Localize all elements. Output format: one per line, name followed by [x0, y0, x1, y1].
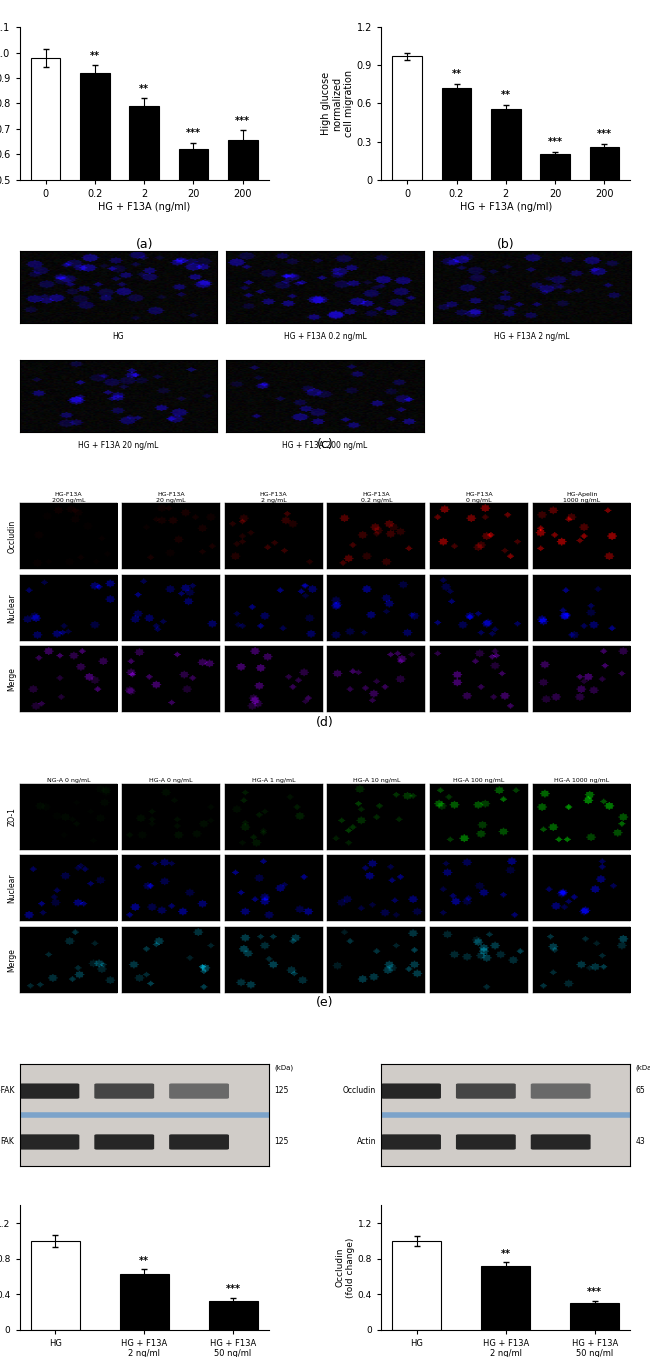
Bar	[442, 88, 471, 179]
Bar	[393, 1242, 441, 1330]
Text: Actin: Actin	[357, 1137, 376, 1145]
FancyBboxPatch shape	[169, 1134, 229, 1149]
Text: ***: ***	[597, 129, 612, 138]
Text: HG + F13A 2 ng/mL: HG + F13A 2 ng/mL	[494, 332, 569, 341]
Text: HG + F13A 200 ng/mL: HG + F13A 200 ng/mL	[282, 441, 368, 449]
Text: (kDa): (kDa)	[636, 1064, 650, 1071]
FancyBboxPatch shape	[531, 1134, 591, 1149]
Bar	[540, 155, 570, 179]
Bar	[228, 140, 257, 307]
Text: **: **	[500, 90, 511, 100]
Y-axis label: Nuclear: Nuclear	[8, 593, 17, 623]
Title: NG-A 0 ng/mL: NG-A 0 ng/mL	[47, 779, 90, 783]
Bar	[209, 1301, 257, 1330]
Text: (d): (d)	[316, 716, 334, 729]
Y-axis label: Nuclear: Nuclear	[8, 874, 17, 902]
Y-axis label: Merge: Merge	[8, 947, 17, 972]
Title: HG-Apelin
1000 ng/mL: HG-Apelin 1000 ng/mL	[563, 493, 600, 503]
Y-axis label: High glucose
normalized
cell migration: High glucose normalized cell migration	[320, 71, 354, 137]
Text: 43: 43	[636, 1137, 645, 1145]
Text: ***: ***	[235, 115, 250, 126]
FancyBboxPatch shape	[20, 1134, 79, 1149]
Bar	[491, 109, 521, 179]
Title: HG-A 0 ng/mL: HG-A 0 ng/mL	[150, 779, 193, 783]
Text: **: **	[452, 69, 461, 79]
Text: (c): (c)	[317, 438, 333, 452]
Text: 125: 125	[274, 1137, 288, 1145]
Title: HG-A 100 ng/mL: HG-A 100 ng/mL	[453, 779, 504, 783]
Bar	[129, 106, 159, 307]
FancyBboxPatch shape	[94, 1134, 154, 1149]
Bar	[31, 58, 60, 307]
Text: HG + F13A 20 ng/mL: HG + F13A 20 ng/mL	[78, 441, 158, 449]
Text: Occludin: Occludin	[343, 1086, 376, 1095]
Title: HG-F13A
200 ng/mL: HG-F13A 200 ng/mL	[51, 493, 85, 503]
X-axis label: HG + F13A (ng/ml): HG + F13A (ng/ml)	[460, 202, 552, 212]
Text: HG + F13A 0.2 ng/mL: HG + F13A 0.2 ng/mL	[283, 332, 367, 341]
Title: HG-F13A
0.2 ng/mL: HG-F13A 0.2 ng/mL	[361, 493, 392, 503]
Title: HG-A 10 ng/mL: HG-A 10 ng/mL	[352, 779, 400, 783]
FancyBboxPatch shape	[381, 1134, 441, 1149]
Bar	[31, 1242, 80, 1330]
FancyBboxPatch shape	[381, 1083, 441, 1099]
Text: (kDa): (kDa)	[274, 1064, 293, 1071]
Title: HG-F13A
20 ng/mL: HG-F13A 20 ng/mL	[156, 493, 186, 503]
X-axis label: HG + F13A (ng/ml): HG + F13A (ng/ml)	[98, 202, 190, 212]
Y-axis label: Occludin
(fold change): Occludin (fold change)	[335, 1238, 355, 1297]
Text: **: **	[90, 50, 100, 61]
FancyBboxPatch shape	[531, 1083, 591, 1099]
Text: 125: 125	[274, 1086, 288, 1095]
Bar	[80, 73, 110, 307]
Text: **: **	[500, 1248, 511, 1258]
Text: (b): (b)	[497, 237, 515, 251]
FancyBboxPatch shape	[456, 1083, 516, 1099]
Title: HG-F13A
2 ng/mL: HG-F13A 2 ng/mL	[260, 493, 287, 503]
Bar	[120, 1274, 168, 1330]
Text: (e): (e)	[317, 996, 333, 1010]
FancyBboxPatch shape	[20, 1083, 79, 1099]
Bar	[590, 147, 619, 179]
Text: HG: HG	[112, 332, 124, 341]
Text: ***: ***	[587, 1286, 602, 1297]
Text: ***: ***	[547, 137, 563, 148]
Title: HG-A 1 ng/mL: HG-A 1 ng/mL	[252, 779, 296, 783]
Text: p-FAK: p-FAK	[0, 1086, 14, 1095]
FancyBboxPatch shape	[169, 1083, 229, 1099]
Title: HG-F13A
0 ng/mL: HG-F13A 0 ng/mL	[465, 493, 493, 503]
Y-axis label: Merge: Merge	[8, 668, 17, 691]
Text: **: **	[139, 1255, 150, 1266]
Text: (a): (a)	[135, 237, 153, 251]
Bar	[482, 1266, 530, 1330]
Y-axis label: Occludin: Occludin	[8, 520, 17, 552]
Title: HG-A 1000 ng/mL: HG-A 1000 ng/mL	[554, 779, 609, 783]
Text: ***: ***	[226, 1284, 240, 1295]
Bar	[393, 57, 422, 179]
Text: 65: 65	[636, 1086, 645, 1095]
Bar	[570, 1303, 619, 1330]
Text: ***: ***	[186, 129, 201, 138]
Text: **: **	[139, 84, 150, 94]
FancyBboxPatch shape	[94, 1083, 154, 1099]
Text: FAK: FAK	[1, 1137, 14, 1145]
FancyBboxPatch shape	[456, 1134, 516, 1149]
Y-axis label: ZO-1: ZO-1	[8, 807, 17, 826]
Bar	[179, 149, 208, 307]
